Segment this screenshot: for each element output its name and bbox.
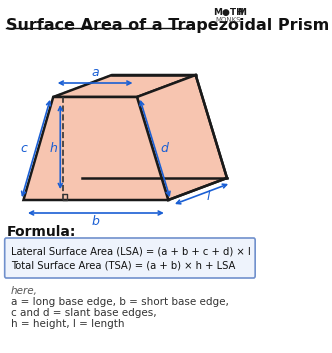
Text: h: h: [49, 142, 57, 155]
Text: Formula:: Formula:: [6, 225, 76, 239]
Text: Lateral Surface Area (LSA) = (a + b + c + d) × l: Lateral Surface Area (LSA) = (a + b + c …: [11, 246, 251, 256]
Text: c: c: [21, 142, 28, 155]
Polygon shape: [24, 97, 168, 200]
Text: M●TH: M●TH: [213, 8, 244, 17]
Text: c and d = slant base edges,: c and d = slant base edges,: [11, 308, 157, 318]
Polygon shape: [53, 75, 196, 97]
Text: d: d: [160, 142, 168, 155]
Text: a = long base edge, b = short base edge,: a = long base edge, b = short base edge,: [11, 297, 229, 307]
Text: MONKS: MONKS: [216, 17, 241, 23]
Text: Total Surface Area (TSA) = (a + b) × h + LSA: Total Surface Area (TSA) = (a + b) × h +…: [11, 260, 235, 270]
Text: Surface Area of a Trapezoidal Prism: Surface Area of a Trapezoidal Prism: [6, 18, 330, 33]
Text: l: l: [207, 191, 210, 203]
Text: M: M: [237, 8, 246, 17]
Text: b: b: [92, 215, 100, 228]
Text: here,: here,: [11, 286, 38, 296]
FancyBboxPatch shape: [5, 238, 255, 278]
Polygon shape: [137, 75, 227, 200]
Text: h = height, l = length: h = height, l = length: [11, 319, 124, 329]
Text: a: a: [91, 66, 99, 79]
